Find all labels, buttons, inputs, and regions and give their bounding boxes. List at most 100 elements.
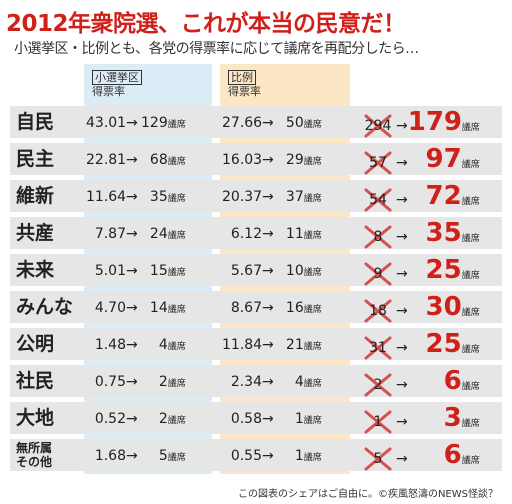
rate: 43.01 (86, 115, 127, 131)
seats: 129 (141, 115, 168, 131)
rate: 0.58 (230, 411, 262, 427)
party-label: 無所属 その他 (16, 441, 53, 469)
cross (364, 336, 392, 360)
smd-cell: 0.75→ 2議席 (86, 365, 186, 397)
party-label: 自民 (16, 111, 55, 133)
actual-seats: 18 (360, 295, 396, 327)
cross-line (364, 262, 392, 286)
cross (364, 447, 392, 471)
cross (364, 299, 392, 323)
row: 社民 0.75→ 2議席 2.34→ 4議席 2 → 6議席 (10, 365, 502, 397)
total-seats: 179 (407, 107, 463, 137)
total-seats: 25 (425, 329, 462, 359)
unit: 議席 (303, 305, 322, 315)
unit: 議席 (167, 379, 186, 389)
rate: 4.70 (94, 300, 126, 316)
pr-header: 比例 得票率 (228, 70, 261, 98)
arrow: → (396, 451, 408, 467)
unit: 議席 (167, 231, 186, 241)
arrow: → (126, 226, 138, 242)
unit: 議席 (303, 231, 322, 241)
arrow: → (262, 300, 274, 316)
seats: 24 (149, 226, 168, 242)
pr-cell: 6.12→ 11議席 (222, 217, 322, 249)
total-seats: 30 (425, 292, 462, 322)
actual-seats: 9 (360, 258, 396, 290)
party-label: 大地 (16, 407, 55, 429)
total-seats: 25 (425, 255, 462, 285)
cross-line (364, 336, 392, 360)
result-cell: 18 → 30議席 (360, 291, 480, 323)
unit: 議席 (461, 160, 480, 170)
seats: 4 (294, 374, 304, 390)
header-line: 得票率 (228, 85, 261, 98)
arrow: → (262, 448, 274, 464)
unit: 議席 (167, 416, 186, 426)
actual-value: 9 (373, 266, 383, 282)
rate: 6.12 (230, 226, 262, 242)
unit: 議席 (167, 268, 186, 278)
actual-value: 54 (369, 192, 387, 208)
arrow: → (126, 374, 138, 390)
rate: 20.37 (222, 189, 263, 205)
unit: 議席 (303, 342, 322, 352)
arrow: → (262, 337, 274, 353)
smd-cell: 1.48→ 4議席 (86, 328, 186, 360)
unit: 議席 (167, 453, 186, 463)
cross-line (364, 373, 392, 397)
total-seats: 72 (425, 181, 462, 211)
subtitle: 小選挙区・比例とも、各党の得票率に応じて議席を再配分したら… (14, 41, 419, 57)
unit: 議席 (167, 342, 186, 352)
cross-line (364, 225, 392, 249)
cross (364, 151, 392, 175)
result-cell: 1 → 3議席 (360, 402, 480, 434)
rate: 0.55 (230, 448, 262, 464)
unit: 議席 (461, 345, 480, 355)
rate: 1.48 (94, 337, 126, 353)
arrow: → (126, 411, 138, 427)
actual-seats: 8 (360, 221, 396, 253)
arrow: → (262, 152, 274, 168)
arrow: → (126, 263, 138, 279)
arrow: → (396, 192, 408, 208)
arrow: → (126, 300, 138, 316)
row: 公明 1.48→ 4議席 11.84→ 21議席 31 → 25議席 (10, 328, 502, 360)
row: 自民 43.01→ 129議席 27.66→ 50議席 294 →179議席 (10, 106, 502, 138)
result-cell: 8 → 35議席 (360, 217, 480, 249)
unit: 議席 (461, 271, 480, 281)
row: 維新 11.64→ 35議席 20.37→ 37議席 54 → 72議席 (10, 180, 502, 212)
header-line: 得票率 (92, 85, 125, 98)
unit: 議席 (167, 305, 186, 315)
result-cell: 2 → 6議席 (360, 365, 480, 397)
arrow: → (262, 411, 274, 427)
result-cell: 31 → 25議席 (360, 328, 480, 360)
unit: 議席 (303, 379, 322, 389)
cross-line (364, 114, 392, 138)
pr-cell: 0.55→ 1議席 (222, 439, 322, 471)
cross-line (364, 410, 392, 434)
seats: 50 (285, 115, 304, 131)
pr-cell: 5.67→ 10議席 (222, 254, 322, 286)
actual-value: 8 (373, 229, 383, 245)
arrow: → (396, 229, 408, 245)
result-cell: 54 → 72議席 (360, 180, 480, 212)
unit: 議席 (461, 234, 480, 244)
arrow: → (396, 118, 408, 134)
cross-line (364, 188, 392, 212)
cross-line (364, 447, 392, 471)
seats: 35 (149, 189, 168, 205)
rate: 11.84 (222, 337, 263, 353)
unit: 議席 (303, 453, 322, 463)
pr-cell: 20.37→ 37議席 (222, 180, 322, 212)
cross-line (364, 299, 392, 323)
party-label: みんな (16, 296, 74, 318)
rate: 27.66 (222, 115, 263, 131)
header-line: 小選挙区 (92, 70, 142, 85)
rate: 7.87 (94, 226, 126, 242)
party-label: 維新 (16, 185, 55, 207)
rate: 0.52 (94, 411, 126, 427)
total-seats: 35 (425, 218, 462, 248)
party-label: 社民 (16, 370, 55, 392)
pr-cell: 2.34→ 4議席 (222, 365, 322, 397)
arrow: → (396, 340, 408, 356)
